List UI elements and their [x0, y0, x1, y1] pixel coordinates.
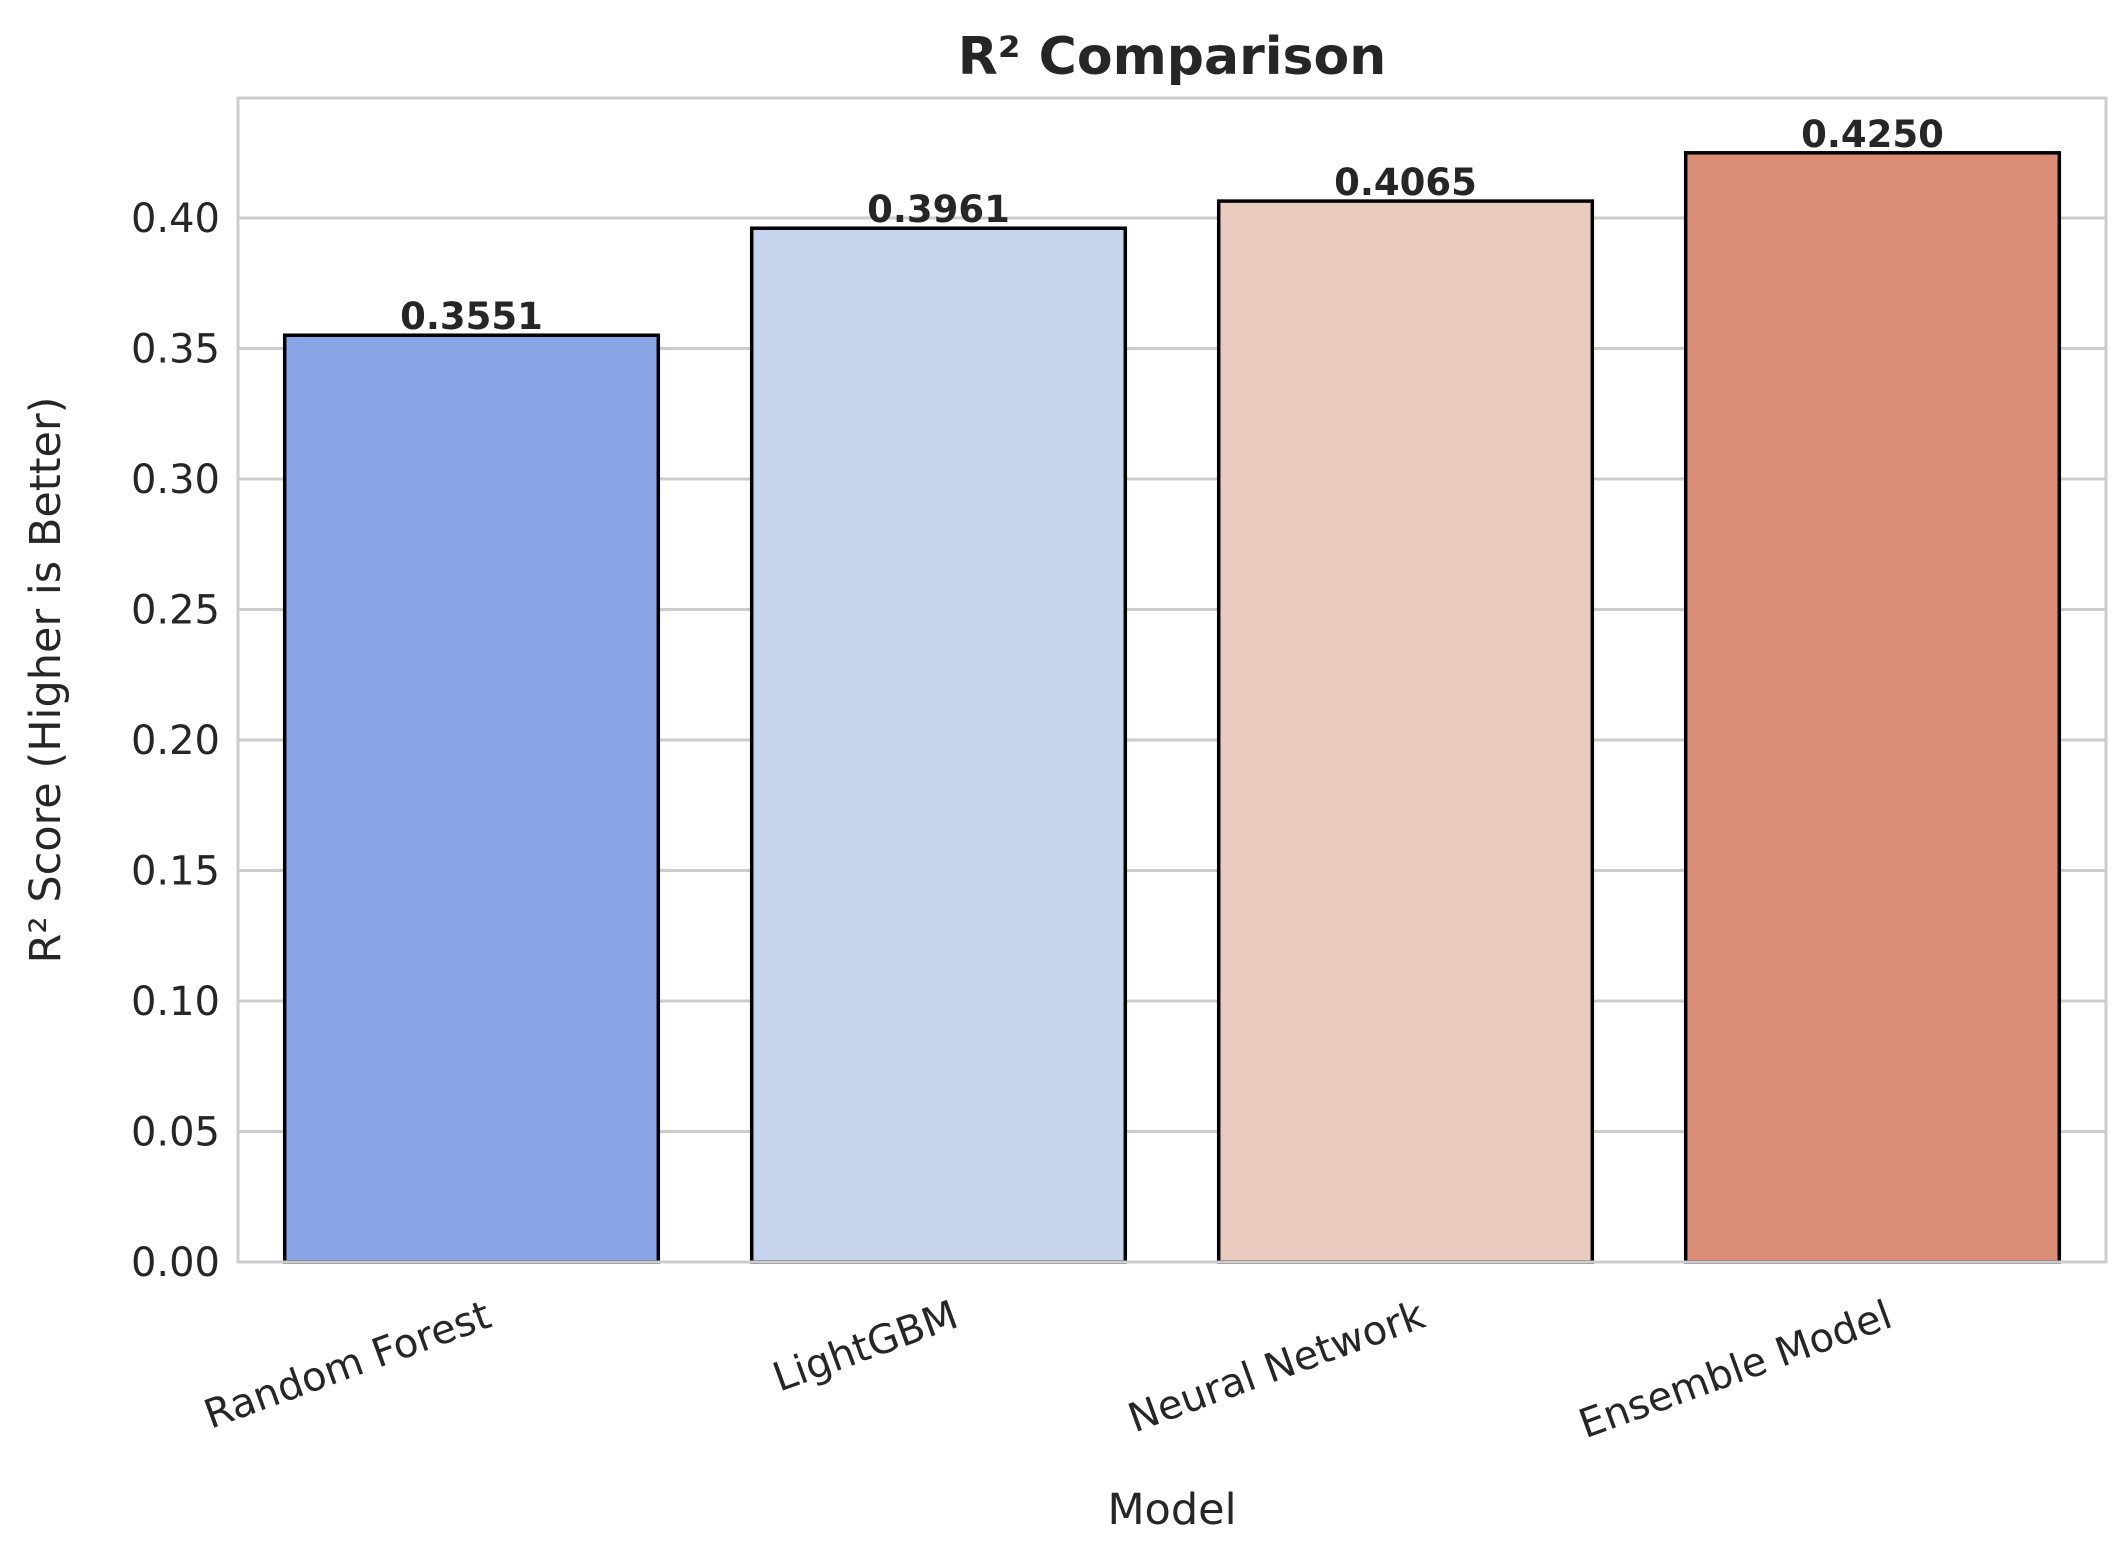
x-tick-label: LightGBM	[767, 1292, 964, 1401]
bar-value-label: 0.4065	[1334, 161, 1477, 204]
y-tick-label: 0.30	[131, 457, 220, 503]
y-axis-title: R² Score (Higher is Better)	[21, 397, 71, 964]
bar-value-label: 0.3551	[400, 295, 543, 338]
bar-lightgbm	[749, 226, 1128, 1264]
bar-value-label: 0.4250	[1801, 113, 1944, 156]
y-tick-label: 0.10	[131, 979, 220, 1025]
bars	[282, 151, 2062, 1264]
y-tick-label: 0.35	[131, 327, 220, 373]
chart-title: R² Comparison	[958, 27, 1386, 87]
y-tick-label: 0.00	[131, 1240, 220, 1286]
x-tick-label: Neural Network	[1122, 1292, 1431, 1442]
y-tick-label: 0.20	[131, 718, 220, 764]
plot-frame	[236, 96, 2108, 1264]
y-tick-label: 0.25	[131, 588, 220, 634]
y-tick-label: 0.40	[131, 196, 220, 242]
x-tick-label: Random Forest	[198, 1292, 497, 1438]
bar-value-labels: 0.3551 0.3961 0.4065 0.4250	[400, 113, 1944, 338]
y-tick-label: 0.05	[131, 1110, 220, 1156]
x-axis-title: Model	[1107, 1485, 1236, 1535]
bar-neural-network	[1216, 199, 1595, 1264]
y-tick-label: 0.15	[131, 849, 220, 895]
bar-ensemble-model	[1683, 151, 2062, 1264]
x-tick-label: Ensemble Model	[1573, 1292, 1898, 1448]
bar-value-label: 0.3961	[867, 188, 1010, 231]
bar-random-forest	[282, 333, 661, 1264]
x-tick-labels: Random Forest LightGBM Neural Network Ensem…	[198, 1292, 1898, 1448]
y-tick-labels: 0.00 0.05 0.10 0.15 0.20 0.25 0.30 0.35 0.40	[131, 196, 220, 1286]
